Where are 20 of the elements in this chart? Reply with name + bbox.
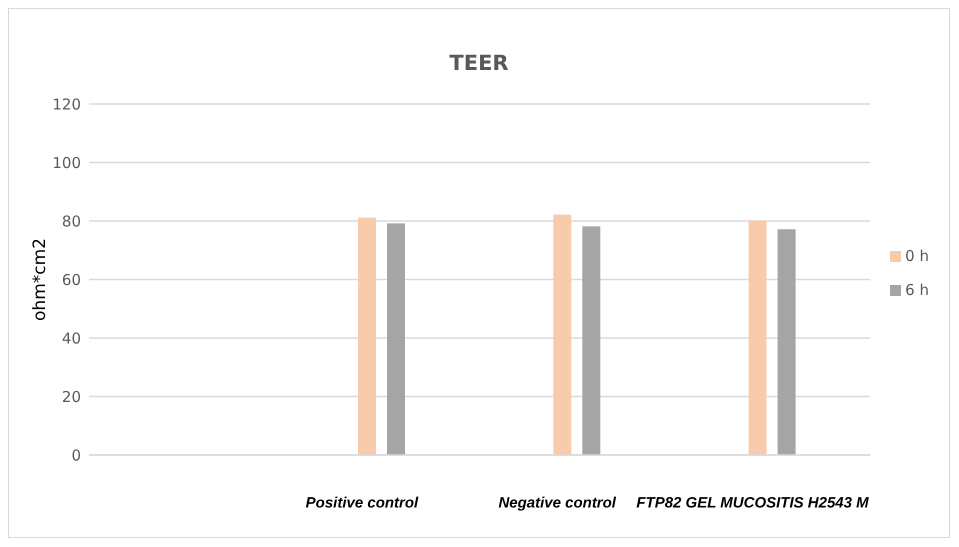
legend-label: 6 h — [905, 281, 929, 299]
y-tick-label: 80 — [62, 212, 81, 230]
x-tick-label: Negative control — [498, 494, 617, 512]
y-tick-label: 20 — [62, 388, 81, 406]
bar — [582, 226, 600, 455]
bar — [553, 214, 572, 455]
chart-title: TEER — [448, 51, 510, 75]
x-tick-label: Positive control — [306, 494, 420, 512]
y-tick-label: 100 — [52, 154, 81, 172]
bar — [387, 223, 406, 455]
bar — [778, 229, 796, 455]
y-axis-title: ohm*cm2 — [30, 238, 50, 321]
bar — [748, 220, 767, 455]
y-tick-label: 120 — [52, 95, 81, 114]
legend-label: 0 h — [905, 247, 929, 265]
y-tick-label: 40 — [62, 329, 81, 348]
x-tick-label: FTP82 GEL MUCOSITIS H2543 M — [636, 494, 870, 512]
y-tick-label: 0 — [71, 446, 81, 464]
y-tick-label: 60 — [62, 270, 81, 289]
bar — [358, 218, 376, 455]
